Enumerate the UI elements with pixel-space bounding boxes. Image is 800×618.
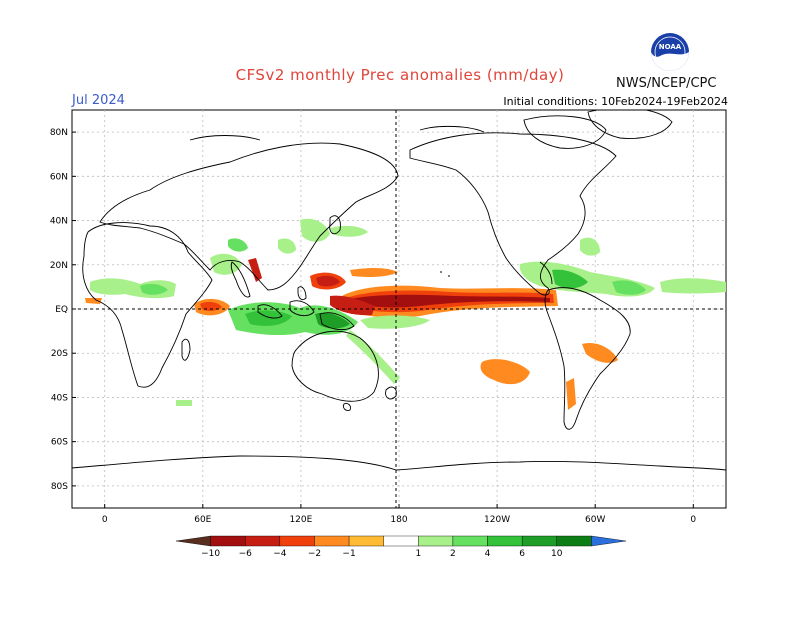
anomaly-wet-japan: [330, 225, 368, 237]
anomaly-wet-sio: [176, 400, 192, 406]
y-tick-label: 20S: [51, 349, 68, 359]
y-tick-label: 20N: [50, 261, 68, 271]
anomaly-wet-sahel-core: [140, 283, 168, 295]
new-zealand: [385, 386, 397, 400]
colorbar-swatch: [383, 535, 419, 547]
colorbar-swatch: [279, 535, 315, 547]
y-tick-label: 80S: [51, 482, 68, 492]
colorbar-swatch: [521, 535, 557, 547]
colorbar-label: 4: [485, 549, 491, 559]
anomaly-wet-china: [278, 238, 296, 254]
central-america: [539, 261, 553, 285]
agency-label: NWS/NCEP/CPC: [616, 76, 717, 91]
anomaly-wet-spcz-tail: [346, 330, 400, 384]
x-axis-labels: 0 60E 120E 180 120W 60W 0: [102, 504, 696, 525]
colorbar-label: −4: [273, 549, 287, 559]
colorbar-swatch: [591, 535, 627, 547]
x-tick-label: 120W: [484, 515, 510, 525]
anomaly-wet-atlantic-core: [612, 280, 646, 295]
colorbar-swatch: [418, 535, 454, 547]
logo-text: NOAA: [659, 43, 682, 51]
greenland-region: [523, 115, 607, 149]
greenland: [587, 110, 673, 139]
colorbar-swatch: [245, 535, 281, 547]
india: [230, 261, 251, 298]
continent-australia: [291, 330, 379, 402]
x-tick-label: 60W: [585, 515, 605, 525]
y-tick-label: 40N: [50, 217, 68, 227]
anomaly-wet-arabian: [210, 253, 242, 275]
colorbar-label: −10: [201, 549, 220, 559]
page-title: CFSv2 monthly Prec anomalies (mm/day): [235, 66, 565, 84]
colorbar-swatch: [314, 535, 350, 547]
anomaly-dry-pacific-core: [350, 294, 550, 308]
x-tick-label: 60E: [194, 515, 211, 525]
y-tick-label: 80N: [50, 128, 68, 138]
colorbar-label: 6: [519, 549, 525, 559]
colorbar-swatch: [210, 535, 246, 547]
colorbar-swatch: [487, 535, 523, 547]
noaa-logo-icon: NOAA: [651, 33, 689, 71]
valid-month: Jul 2024: [72, 93, 125, 108]
anomaly-dry-bengal: [248, 258, 262, 282]
sumatra: [257, 304, 283, 319]
colorbar-swatch: [452, 535, 488, 547]
colorbar-label: −6: [239, 549, 253, 559]
japan: [329, 215, 341, 235]
anomaly-wet-caribbean-core: [552, 269, 588, 289]
anomaly-wet-india: [228, 238, 248, 252]
madagascar: [181, 338, 191, 361]
arctic-coast: [419, 125, 485, 133]
x-tick-label: 0: [102, 515, 108, 525]
hawaii: [440, 271, 450, 277]
y-axis-labels: 80N 60N 40N 20N EQ 20S 40S 60S 80S: [50, 128, 76, 492]
continent-africa: [82, 222, 213, 388]
anomaly-dry-pacific-west: [330, 295, 375, 316]
map-area: [72, 110, 726, 508]
anomaly-dry-atlantic: [85, 298, 102, 304]
svalbard-coast: [189, 135, 261, 141]
continent-antarctica: [72, 455, 726, 471]
colorbar-swatch: [175, 535, 211, 547]
anomaly-wet-eastasia: [300, 218, 330, 242]
y-tick-label: 40S: [51, 393, 68, 403]
y-tick-label: 60S: [51, 438, 68, 448]
gridlines: [72, 110, 726, 508]
x-tick-label: 120E: [289, 515, 312, 525]
colorbar-label: −1: [342, 549, 355, 559]
colorbar: −10 −6 −4 −2 −1 1 2 4 6 10: [175, 535, 627, 559]
anomaly-shading: [85, 218, 726, 410]
anomaly-dry-sepac: [480, 359, 530, 385]
anomaly-wet-florida: [580, 237, 600, 256]
colorbar-swatch: [556, 535, 592, 547]
colorbar-label: 10: [551, 549, 563, 559]
anomaly-wet-spcz: [360, 315, 430, 329]
colorbar-swatch: [348, 535, 384, 547]
colorbar-label: 1: [415, 549, 421, 559]
y-tick-label: EQ: [55, 305, 68, 315]
x-tick-label: 0: [690, 515, 696, 525]
anomaly-dry-wpac-core: [316, 275, 340, 287]
colorbar-label: −2: [308, 549, 321, 559]
continent-eurasia: [99, 142, 399, 291]
anomaly-dry-chile: [566, 378, 576, 410]
borneo: [289, 300, 315, 317]
tasmania: [343, 403, 351, 411]
anomaly-dry-brazil: [582, 342, 618, 363]
x-tick-label: 180: [390, 515, 407, 525]
new-guinea: [319, 312, 355, 331]
anomaly-dry-npac: [350, 268, 398, 277]
colorbar-label: 2: [450, 549, 456, 559]
initial-conditions: Initial conditions: 10Feb2024-19Feb2024: [503, 95, 728, 108]
y-tick-label: 60N: [50, 172, 68, 182]
anomaly-wet-atlantic-east: [660, 278, 726, 294]
philippines: [297, 286, 307, 301]
